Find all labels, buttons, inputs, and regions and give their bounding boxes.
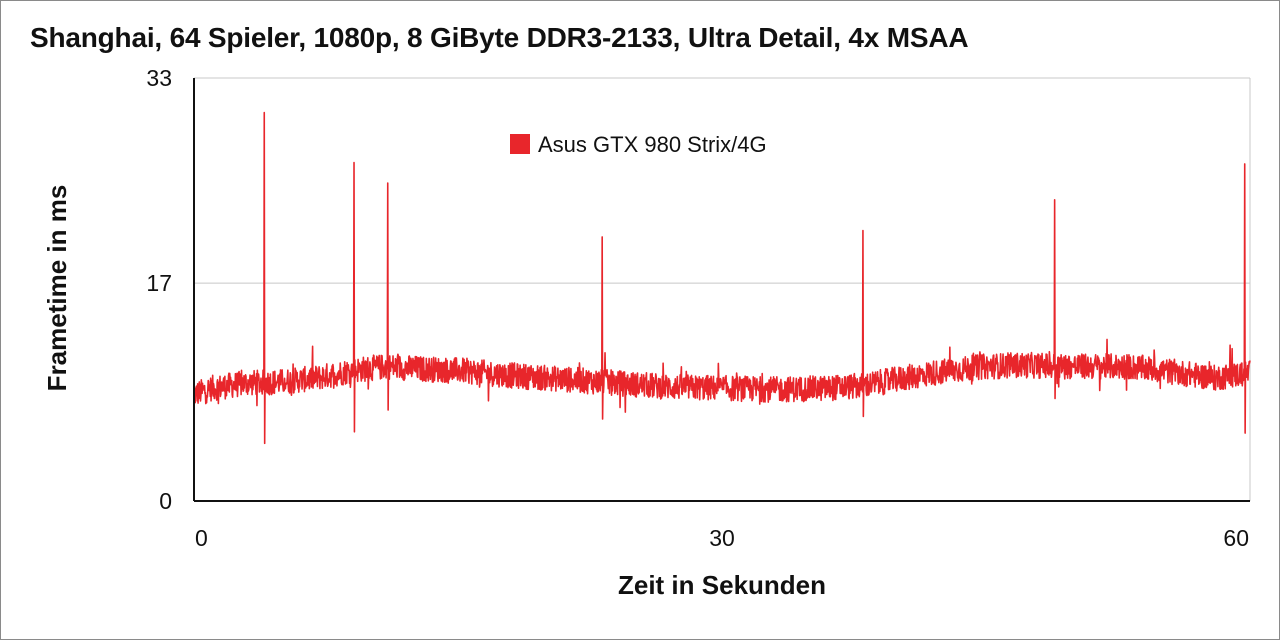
chart-title: Shanghai, 64 Spieler, 1080p, 8 GiByte DD… [30,22,969,53]
y-tick-label: 0 [159,488,172,514]
x-tick-label: 60 [1223,525,1249,551]
x-tick-label: 30 [709,525,735,551]
y-tick-label: 17 [146,270,172,296]
x-axis-title: Zeit in Sekunden [618,570,826,600]
y-axis-title: Frametime in ms [42,185,72,392]
x-tick-label: 0 [195,525,208,551]
legend-swatch [510,134,530,154]
y-tick-label: 33 [146,65,172,91]
legend-label: Asus GTX 980 Strix/4G [538,132,767,157]
series-line-asus-gtx-980-strix [193,111,1251,445]
